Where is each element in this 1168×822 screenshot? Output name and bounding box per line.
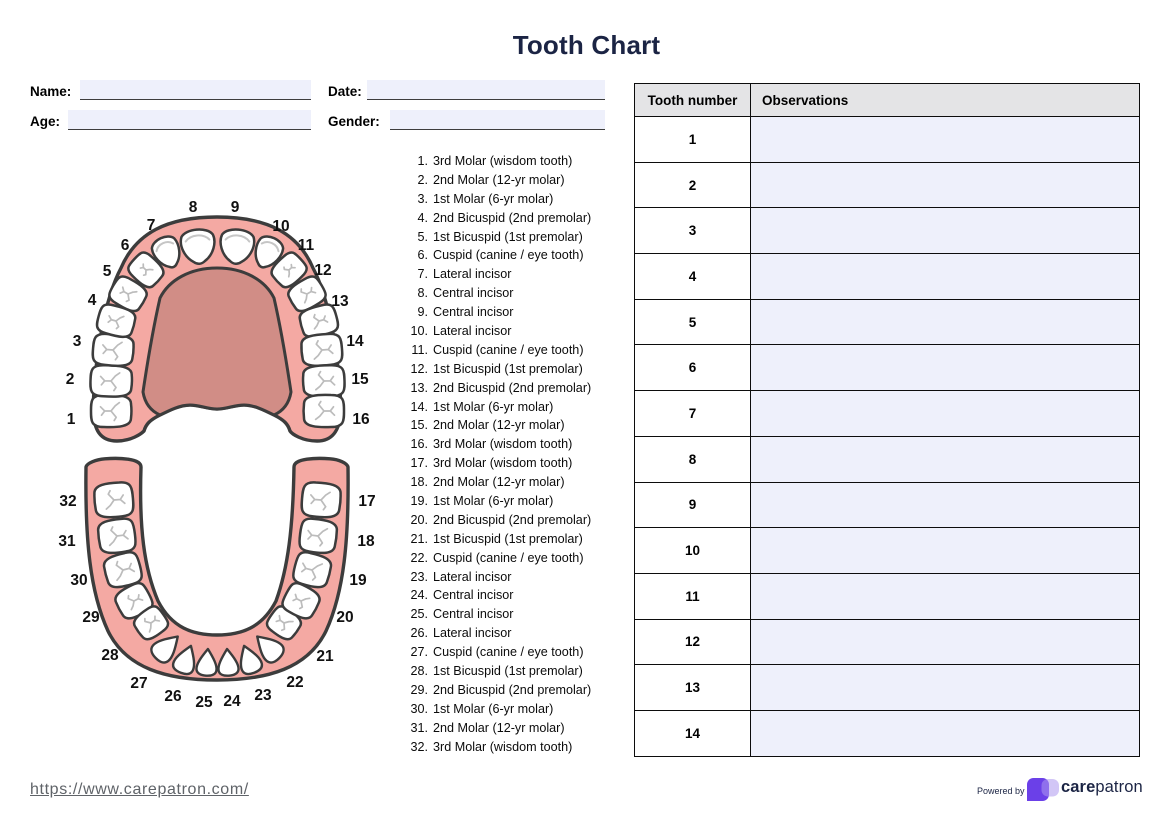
svg-text:24: 24 xyxy=(223,693,241,710)
svg-text:9: 9 xyxy=(231,199,240,216)
svg-text:26: 26 xyxy=(164,688,182,705)
svg-text:31: 31 xyxy=(58,533,76,550)
svg-text:4: 4 xyxy=(88,292,97,309)
svg-text:17: 17 xyxy=(358,493,375,510)
svg-text:12: 12 xyxy=(314,262,331,279)
svg-text:15: 15 xyxy=(351,371,369,388)
svg-text:32: 32 xyxy=(59,493,76,510)
svg-text:29: 29 xyxy=(82,609,100,626)
svg-text:25: 25 xyxy=(195,694,213,711)
svg-text:14: 14 xyxy=(346,333,364,350)
svg-text:30: 30 xyxy=(70,572,87,589)
svg-text:7: 7 xyxy=(147,217,156,234)
svg-text:20: 20 xyxy=(336,609,353,626)
svg-text:5: 5 xyxy=(103,263,112,280)
svg-text:23: 23 xyxy=(254,687,272,704)
svg-text:18: 18 xyxy=(357,533,375,550)
svg-text:1: 1 xyxy=(67,411,76,428)
svg-text:22: 22 xyxy=(286,674,303,691)
svg-text:11: 11 xyxy=(298,237,315,254)
svg-text:19: 19 xyxy=(349,572,367,589)
svg-text:27: 27 xyxy=(130,675,147,692)
svg-text:28: 28 xyxy=(101,647,119,664)
svg-text:2: 2 xyxy=(66,371,75,388)
svg-text:16: 16 xyxy=(352,411,370,428)
svg-text:3: 3 xyxy=(73,333,82,350)
svg-text:10: 10 xyxy=(272,218,289,235)
svg-text:13: 13 xyxy=(331,293,349,310)
svg-text:6: 6 xyxy=(121,237,130,254)
svg-text:8: 8 xyxy=(189,199,198,216)
svg-text:21: 21 xyxy=(316,648,334,665)
